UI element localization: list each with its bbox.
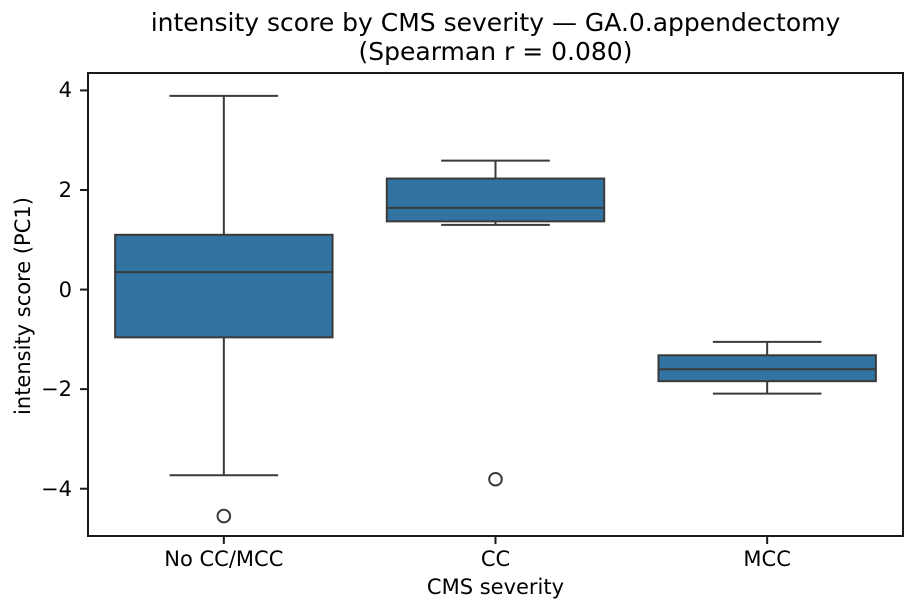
boxplot-box [385,177,606,223]
chart-title: intensity score by CMS severity — GA.0.a… [150,8,841,37]
x-tick-label: No CC/MCC [164,547,284,571]
y-tick-label: −4 [41,476,72,501]
y-tick-label: −2 [41,377,72,402]
chart-subtitle: (Spearman r = 0.080) [358,37,633,66]
outlier-point [216,508,232,524]
y-tick-label: 0 [58,277,72,302]
x-tick-label: MCC [743,547,791,571]
y-tick-label: 4 [58,78,72,103]
outlier-point [488,471,503,487]
boxplot-box [114,233,334,339]
x-axis-label: CMS severity [426,575,565,599]
y-tick-label: 2 [58,177,72,202]
x-tick-label: CC [480,547,511,571]
